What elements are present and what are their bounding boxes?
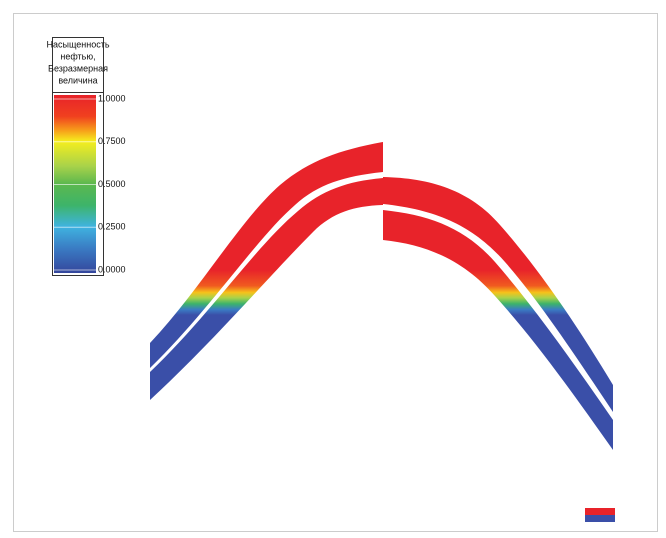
colorbar-tick-label: 1.0000 <box>98 93 126 103</box>
colorbar-tick-label: 0.0000 <box>98 264 126 274</box>
viewport: Насыщенность нефтью, Безразмерная величина1… <box>0 0 666 538</box>
legend-title: величина <box>58 75 97 85</box>
swatch-bottom <box>585 515 615 522</box>
colorbar-tick-label: 0.5000 <box>98 179 126 189</box>
legend-title: нефтью, <box>60 51 95 61</box>
legend: Насыщенность нефтью, Безразмерная величина1… <box>46 38 125 276</box>
legend-title: Насыщенность <box>46 39 109 49</box>
colorbar-tick-label: 0.2500 <box>98 222 126 232</box>
colorbar-tick-label: 0.7500 <box>98 136 126 146</box>
legend-title: Безразмерная <box>48 63 108 73</box>
swatch-top <box>585 508 615 515</box>
